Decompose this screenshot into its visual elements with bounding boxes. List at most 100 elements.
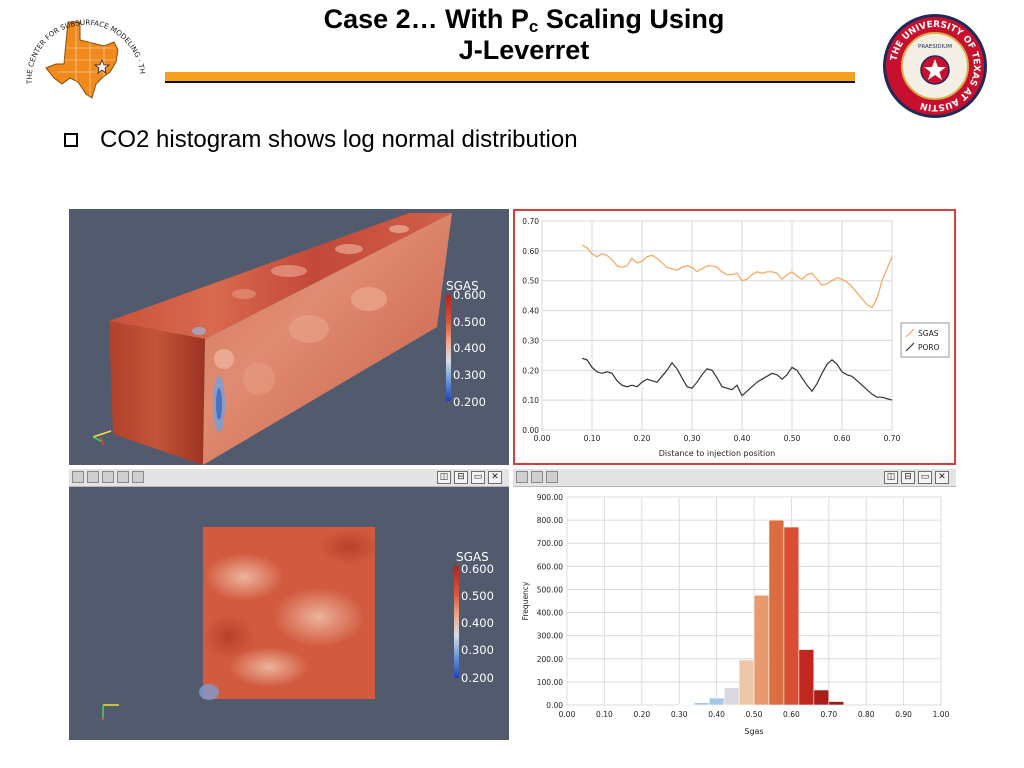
legend-swatch [905, 342, 915, 352]
title-subscript: c [528, 17, 539, 36]
x-tick-label: 0.90 [895, 710, 912, 719]
title-underline-rule [165, 72, 855, 83]
x-tick-label: 0.00 [559, 710, 576, 719]
x-axis-label: Sgas [744, 727, 763, 736]
line-plot-view[interactable]: 0.00 0.10 0.20 0.30 0.40 0.50 0.60 0.70 0.00 0.10… [513, 209, 956, 465]
y-tick-label: 0.30 [522, 336, 539, 345]
camera-icon[interactable] [72, 471, 84, 483]
y-tick-label: 600.00 [537, 562, 563, 571]
legend-swatch [905, 328, 915, 338]
colorbar-tick: 0.600 [453, 288, 486, 302]
x-tick-label: 0.50 [746, 710, 763, 719]
select-icon[interactable] [102, 471, 114, 483]
legend-label: PORO [918, 343, 940, 352]
viewport-2d[interactable]: SGAS 0.600 0.500 0.400 0.300 0.200 [69, 487, 509, 740]
histogram-chart: 0.00 0.10 0.20 0.30 0.40 0.50 0.60 0.70 0.80 0.90… [521, 493, 950, 736]
histogram-view[interactable]: 0.00 0.10 0.20 0.30 0.40 0.50 0.60 0.70 0.80 0.90… [513, 487, 956, 740]
colorbar-tick: 0.500 [453, 315, 486, 329]
x-tick-label: 0.50 [784, 434, 801, 443]
x-tick-label: 0.70 [884, 434, 901, 443]
save-icon[interactable] [546, 471, 558, 483]
legend-box [900, 322, 950, 358]
frustum-icon[interactable] [132, 471, 144, 483]
histogram-bar [693, 702, 710, 706]
title-line2: J-Leverret [458, 35, 590, 65]
colorbar-tick: 0.200 [461, 671, 494, 685]
slide-title: Case 2… With Pc Scaling Using J-Leverret [230, 4, 818, 66]
series-line-poro [581, 357, 893, 401]
pick-icon[interactable] [117, 471, 129, 483]
maximize-button[interactable]: ▭ [471, 471, 485, 484]
x-tick-label: 0.20 [634, 434, 651, 443]
split-vertical-button[interactable]: ⊟ [454, 471, 468, 484]
y-tick-label: 0.20 [522, 366, 539, 375]
y-tick-label: 0.50 [522, 277, 539, 286]
close-view-button[interactable]: ✕ [935, 471, 949, 484]
y-tick-label: 0.40 [522, 307, 539, 316]
reset-camera-icon[interactable] [87, 471, 99, 483]
y-tick-label: 900.00 [537, 493, 563, 502]
x-tick-label: 0.10 [596, 710, 613, 719]
x-tick-label: 0.60 [834, 434, 851, 443]
colorbar-tick: 0.200 [453, 395, 486, 409]
colorbar [454, 566, 459, 678]
x-tick-label: 0.80 [858, 710, 875, 719]
y-axis-label: Frequency [521, 581, 530, 620]
x-tick-label: 0.70 [820, 710, 837, 719]
x-tick-label: 0.10 [584, 434, 601, 443]
x-tick-label: 0.00 [534, 434, 551, 443]
view-toolbar-left: ◫ ⊟ ▭ ✕ [69, 469, 509, 487]
colorbar-tick: 0.600 [461, 562, 494, 576]
x-tick-label: 0.30 [671, 710, 688, 719]
maximize-button[interactable]: ▭ [918, 471, 932, 484]
axes-orientation-icon [101, 704, 119, 721]
y-tick-label: 0.70 [522, 217, 539, 226]
colorbar-tick: 0.300 [453, 368, 486, 382]
line-chart: 0.00 0.10 0.20 0.30 0.40 0.50 0.60 0.70 0.00 0.10… [522, 217, 950, 458]
viewport-3d[interactable]: SGAS 0.600 0.500 0.400 0.300 0.200 [69, 209, 509, 465]
x-tick-label: 0.20 [633, 710, 650, 719]
y-tick-label: 500.00 [537, 585, 563, 594]
close-view-button[interactable]: ✕ [488, 471, 502, 484]
colorbar-tick: 0.400 [453, 341, 486, 355]
axes-orientation-icon [92, 430, 112, 446]
histogram-bar [738, 659, 755, 706]
bullet-text: CO2 histogram shows log normal distribut… [100, 126, 578, 153]
legend-title: SGAS [456, 550, 489, 564]
y-tick-label: 400.00 [537, 609, 563, 618]
colorbar-tick: 0.400 [461, 616, 494, 630]
plot-area [541, 220, 893, 431]
x-axis-label: Distance to injection position [659, 449, 776, 458]
y-tick-label: 300.00 [537, 632, 563, 641]
reservoir-3d-render [92, 213, 452, 465]
series-line-sgas [581, 244, 893, 309]
y-tick-label: 0.00 [522, 426, 539, 435]
x-tick-label: 0.30 [684, 434, 701, 443]
histogram-bar [798, 649, 815, 706]
colorbar [446, 295, 451, 401]
split-vertical-button[interactable]: ⊟ [901, 471, 915, 484]
title-line1-post: Scaling Using [538, 4, 725, 34]
histogram-bar [813, 689, 830, 706]
x-tick-label: 0.40 [708, 710, 725, 719]
y-tick-label: 0.60 [522, 247, 539, 256]
y-tick-label: 100.00 [537, 678, 563, 687]
y-tick-label: 0.10 [522, 396, 539, 405]
x-tick-label: 0.60 [783, 710, 800, 719]
title-line1-pre: Case 2… With P [323, 4, 529, 34]
y-tick-label: 700.00 [537, 539, 563, 548]
histogram-bar [753, 594, 770, 706]
reservoir-2d-slice [101, 527, 379, 721]
reset-camera-icon[interactable] [531, 471, 543, 483]
histogram-bar [723, 687, 740, 706]
bullet-checkbox-icon [64, 133, 78, 147]
camera-icon[interactable] [516, 471, 528, 483]
ut-seal-logo: THE UNIVERSITY OF TEXAS AT AUSTIN PRAESI… [876, 12, 994, 120]
split-horizontal-button[interactable]: ◫ [437, 471, 451, 484]
colorbar-tick: 0.500 [461, 589, 494, 603]
y-tick-label: 200.00 [537, 655, 563, 664]
split-horizontal-button[interactable]: ◫ [884, 471, 898, 484]
histogram-bar [708, 697, 725, 706]
view-toolbar-right: ◫ ⊟ ▭ ✕ [513, 469, 956, 487]
histogram-bar [783, 526, 800, 706]
